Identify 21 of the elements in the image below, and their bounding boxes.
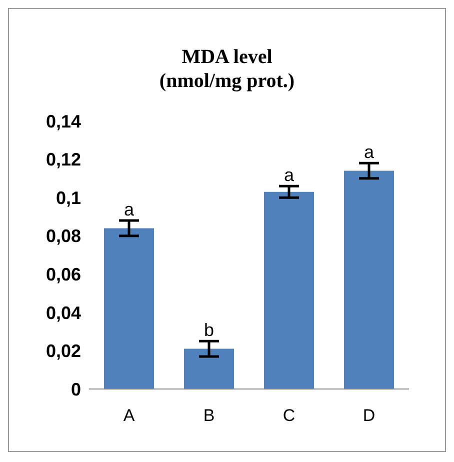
y-tick-label: 0,08 — [46, 226, 81, 246]
y-tick-label: 0 — [70, 379, 81, 400]
y-tick-label: 0,06 — [46, 264, 81, 285]
annotation: a — [284, 165, 295, 186]
annotation: a — [124, 200, 135, 220]
x-tick-label: C — [282, 406, 296, 426]
y-tick-label: 0,1 — [56, 188, 81, 208]
x-tick-label: A — [123, 406, 136, 426]
bar — [344, 170, 394, 389]
bar — [104, 228, 154, 389]
y-tick-label: 0,12 — [46, 150, 81, 170]
x-tick-label: B — [203, 406, 215, 426]
y-tick-label: 0,14 — [46, 111, 81, 132]
y-tick-label: 0,04 — [46, 302, 81, 323]
annotation: a — [364, 142, 375, 162]
y-tick-label: 0,02 — [46, 341, 81, 362]
annotation: b — [204, 320, 214, 340]
x-tick-label: D — [362, 406, 376, 426]
bar — [264, 192, 314, 389]
chart-title: MDA level (nmol/mg prot.) — [158, 45, 296, 93]
bar — [184, 348, 234, 389]
